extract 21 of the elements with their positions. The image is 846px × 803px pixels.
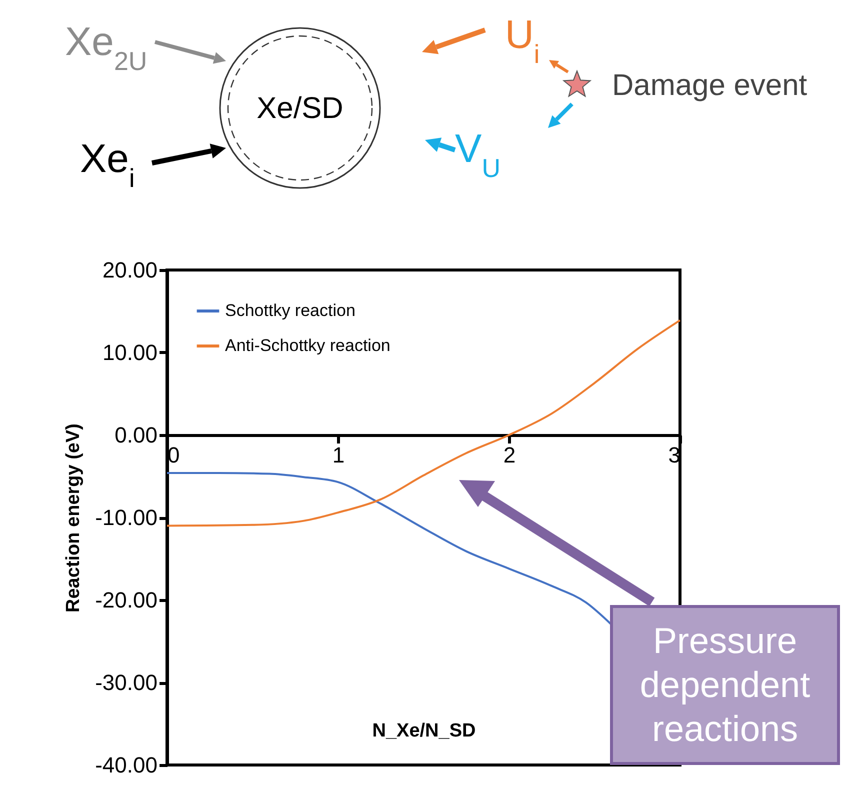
text: Damage event xyxy=(612,69,808,102)
y-tick-label: -10.00 xyxy=(95,505,158,530)
y-tick-label: 0.00 xyxy=(114,422,158,448)
annotation: Pressure dependent reactions xyxy=(610,605,840,765)
y-tick-label: -40.00 xyxy=(95,752,158,778)
text: V$_{U}$ xyxy=(455,127,500,183)
line-series xyxy=(166,472,613,626)
text: Xe$_{i}$ xyxy=(80,137,135,193)
y-tick-label: -30.00 xyxy=(95,670,158,695)
x-tick-label: 1 xyxy=(332,442,345,468)
text: Xe$_{2U}$ xyxy=(65,20,148,76)
x-tick-label: 2 xyxy=(503,442,516,468)
y-tick-label: -20.00 xyxy=(95,588,158,612)
x-axis-title: N_Xe/N_SD xyxy=(372,720,476,742)
y-tick-label: 10.00 xyxy=(102,340,158,365)
text: Xe/SD xyxy=(256,92,344,125)
text: U$_{i}$ xyxy=(505,13,540,69)
y-tick-label: 20.00 xyxy=(102,258,158,282)
y-axis-title: Reaction energy (eV) xyxy=(63,424,84,612)
legend-label: Schottky reaction xyxy=(225,301,356,320)
legend-label: Anti-Schottky reaction xyxy=(225,336,390,355)
